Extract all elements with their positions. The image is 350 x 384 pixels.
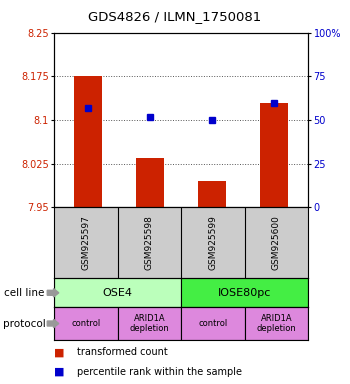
Text: OSE4: OSE4 bbox=[103, 288, 133, 298]
Bar bbox=[181, 278, 308, 307]
Bar bbox=[181, 307, 245, 340]
Text: GSM925599: GSM925599 bbox=[208, 215, 217, 270]
Text: transformed count: transformed count bbox=[77, 347, 168, 357]
Text: GDS4826 / ILMN_1750081: GDS4826 / ILMN_1750081 bbox=[88, 10, 262, 23]
Text: ■: ■ bbox=[54, 347, 65, 357]
Bar bbox=[245, 307, 308, 340]
Text: percentile rank within the sample: percentile rank within the sample bbox=[77, 367, 242, 377]
Text: ARID1A
depletion: ARID1A depletion bbox=[257, 314, 296, 333]
Bar bbox=[198, 181, 226, 207]
Bar bbox=[118, 307, 181, 340]
Text: IOSE80pc: IOSE80pc bbox=[218, 288, 271, 298]
Text: ARID1A
depletion: ARID1A depletion bbox=[130, 314, 169, 333]
Text: cell line: cell line bbox=[4, 288, 44, 298]
Bar bbox=[260, 103, 288, 207]
Bar bbox=[54, 307, 118, 340]
Text: GSM925600: GSM925600 bbox=[272, 215, 281, 270]
Text: control: control bbox=[198, 319, 228, 328]
Text: ■: ■ bbox=[54, 367, 65, 377]
Bar bbox=[136, 158, 164, 207]
Text: control: control bbox=[71, 319, 100, 328]
Text: GSM925598: GSM925598 bbox=[145, 215, 154, 270]
Text: GSM925597: GSM925597 bbox=[82, 215, 90, 270]
Bar bbox=[74, 76, 102, 207]
Bar bbox=[54, 278, 181, 307]
Text: protocol: protocol bbox=[4, 318, 46, 329]
